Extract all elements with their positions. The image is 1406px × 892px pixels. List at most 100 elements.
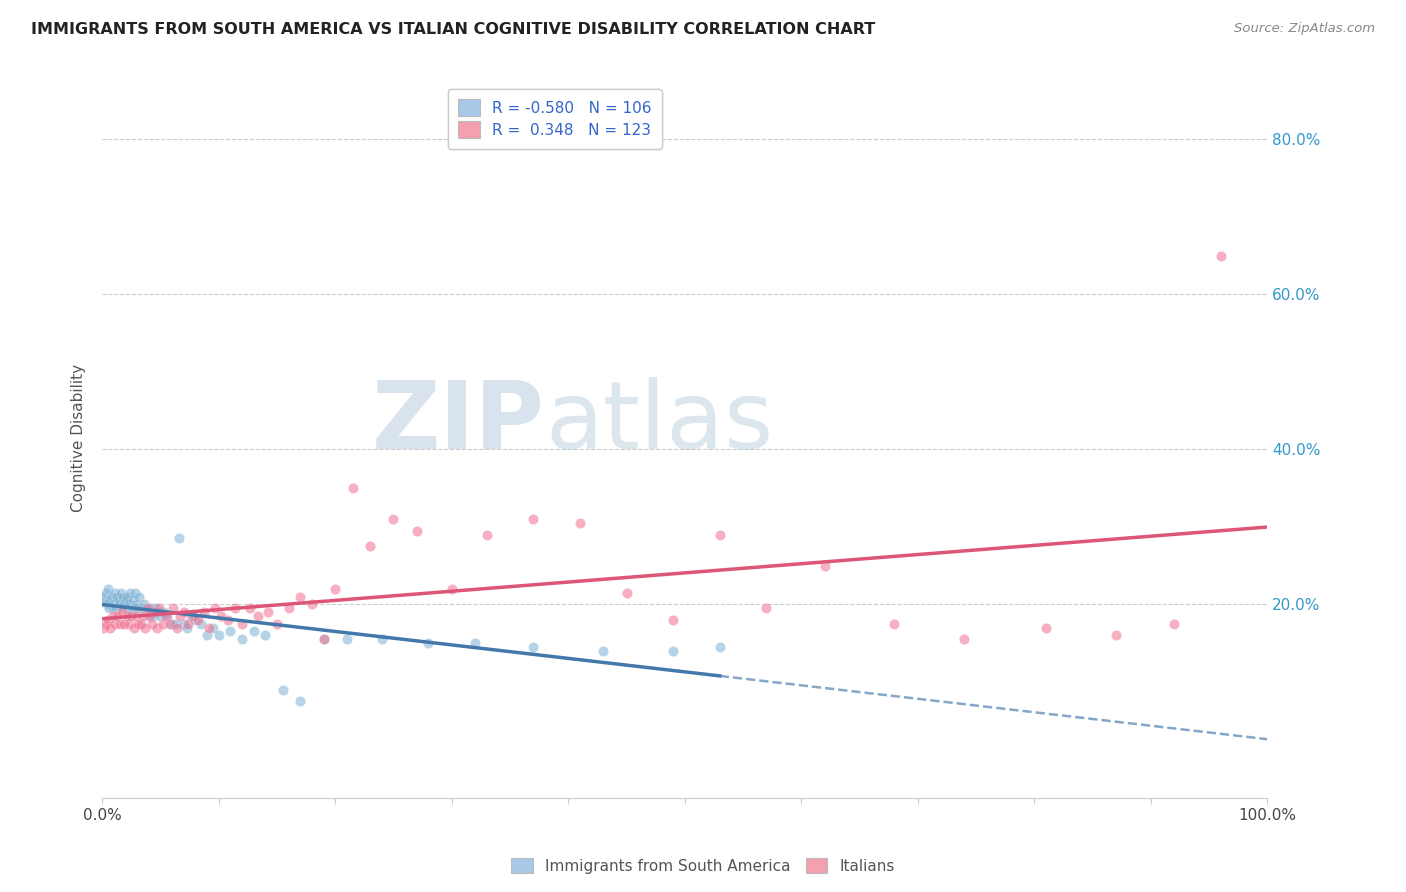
Point bbox=[475, 527, 498, 541]
Point bbox=[110, 585, 132, 599]
Point bbox=[173, 616, 195, 631]
Point bbox=[190, 616, 212, 631]
Point bbox=[162, 601, 184, 615]
Point bbox=[97, 613, 120, 627]
Text: ZIP: ZIP bbox=[373, 377, 546, 469]
Point bbox=[184, 613, 207, 627]
Point bbox=[166, 621, 188, 635]
Point bbox=[159, 616, 181, 631]
Point bbox=[1035, 621, 1057, 635]
Point bbox=[127, 616, 149, 631]
Point bbox=[143, 605, 166, 619]
Point bbox=[98, 621, 121, 635]
Point bbox=[118, 616, 141, 631]
Point bbox=[93, 621, 115, 635]
Point bbox=[94, 585, 117, 599]
Point bbox=[662, 613, 685, 627]
Point bbox=[198, 621, 221, 635]
Point bbox=[97, 582, 120, 596]
Point bbox=[115, 609, 138, 624]
Point bbox=[105, 590, 128, 604]
Point bbox=[117, 601, 139, 615]
Point bbox=[98, 593, 121, 607]
Point bbox=[152, 616, 174, 631]
Point bbox=[115, 590, 138, 604]
Point bbox=[107, 593, 129, 607]
Point bbox=[153, 605, 176, 619]
Point bbox=[193, 605, 215, 619]
Y-axis label: Cognitive Disability: Cognitive Disability bbox=[72, 364, 86, 512]
Point bbox=[323, 582, 346, 596]
Point bbox=[141, 616, 163, 631]
Point bbox=[139, 609, 162, 624]
Point bbox=[121, 593, 143, 607]
Point bbox=[145, 601, 167, 615]
Point bbox=[187, 613, 209, 627]
Point bbox=[94, 616, 117, 631]
Point bbox=[122, 601, 145, 615]
Point bbox=[105, 609, 128, 624]
Point bbox=[382, 512, 405, 526]
Point bbox=[135, 601, 157, 615]
Point bbox=[103, 598, 125, 612]
Point bbox=[755, 601, 778, 615]
Point bbox=[239, 601, 262, 615]
Point bbox=[125, 609, 148, 624]
Point bbox=[266, 616, 288, 631]
Point bbox=[209, 609, 232, 624]
Point bbox=[131, 601, 153, 615]
Point bbox=[167, 532, 190, 546]
Point bbox=[146, 621, 169, 635]
Text: atlas: atlas bbox=[546, 377, 773, 469]
Point bbox=[522, 512, 544, 526]
Point bbox=[155, 609, 177, 624]
Point bbox=[165, 616, 187, 631]
Point bbox=[127, 601, 149, 615]
Point bbox=[247, 609, 270, 624]
Point bbox=[101, 609, 124, 624]
Point bbox=[231, 632, 253, 647]
Point bbox=[254, 628, 277, 642]
Point bbox=[1209, 249, 1232, 263]
Point bbox=[118, 598, 141, 612]
Point bbox=[132, 609, 155, 624]
Point bbox=[662, 644, 685, 658]
Point bbox=[111, 601, 134, 615]
Point bbox=[242, 624, 264, 639]
Point bbox=[146, 605, 169, 619]
Point bbox=[101, 601, 124, 615]
Point bbox=[336, 632, 359, 647]
Point bbox=[142, 609, 165, 624]
Point bbox=[180, 609, 202, 624]
Point bbox=[129, 616, 152, 631]
Point bbox=[111, 605, 134, 619]
Point bbox=[342, 481, 364, 495]
Point bbox=[108, 598, 131, 612]
Point bbox=[1163, 616, 1185, 631]
Point bbox=[138, 609, 160, 624]
Point bbox=[177, 616, 200, 631]
Point bbox=[418, 636, 440, 650]
Point bbox=[256, 605, 278, 619]
Point bbox=[312, 632, 335, 647]
Point bbox=[114, 593, 136, 607]
Point bbox=[290, 694, 312, 708]
Point bbox=[592, 644, 614, 658]
Point bbox=[231, 616, 253, 631]
Point bbox=[112, 590, 135, 604]
Text: Source: ZipAtlas.com: Source: ZipAtlas.com bbox=[1234, 22, 1375, 36]
Legend: R = -0.580   N = 106, R =  0.348   N = 123: R = -0.580 N = 106, R = 0.348 N = 123 bbox=[447, 88, 662, 149]
Point bbox=[173, 605, 195, 619]
Point bbox=[371, 632, 394, 647]
Point bbox=[176, 621, 198, 635]
Point bbox=[156, 609, 179, 624]
Point bbox=[120, 585, 142, 599]
Point bbox=[98, 601, 121, 615]
Point bbox=[405, 524, 427, 538]
Point bbox=[290, 590, 312, 604]
Point bbox=[125, 598, 148, 612]
Point bbox=[464, 636, 486, 650]
Point bbox=[217, 613, 239, 627]
Point bbox=[181, 609, 204, 624]
Point bbox=[128, 590, 150, 604]
